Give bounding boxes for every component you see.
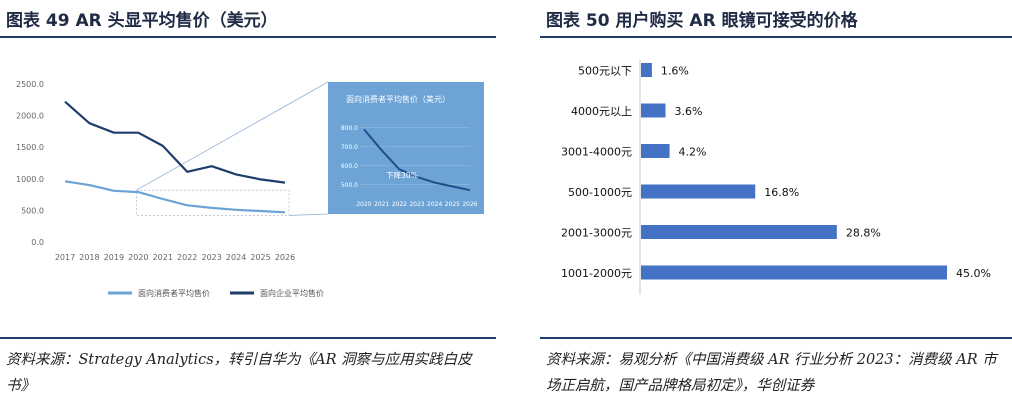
y-tick-label: 1500.0 (16, 143, 44, 152)
source-rule (540, 337, 1012, 339)
figure-50-source: 资料来源：易观分析《中国消费级 AR 行业分析 2023：消费级 AR 市场正启… (546, 352, 997, 394)
x-tick-label: 2024 (226, 253, 246, 262)
source-rule (0, 337, 496, 339)
category-label: 500-1000元 (568, 186, 632, 199)
zoom-connector (136, 81, 329, 191)
inset-y-tick: 500.0 (341, 182, 358, 189)
left-figure-panel: 图表 49 AR 头显平均售价（美元） 0.0 500.0 1000.0 1500.0… (0, 0, 496, 415)
series-line-1 (64, 100, 286, 184)
bar (641, 225, 837, 239)
x-tick-label: 2021 (153, 253, 173, 262)
y-tick-label: 2000.0 (16, 112, 44, 121)
title-rule (540, 36, 1012, 38)
inset-title: 面向消费者平均售价（美元） (346, 94, 450, 104)
bar-value-label: 4.2% (679, 146, 707, 159)
inset-x-tick: 2022 (392, 201, 407, 208)
figure-50-title: 图表 50 用户购买 AR 眼镜可接受的价格 (546, 11, 858, 31)
line-chart: 0.0 500.0 1000.0 1500.0 2000.0 2500.0 2017 2018… (16, 80, 484, 298)
bar-value-label: 1.6% (661, 65, 689, 78)
x-tick-label: 2020 (128, 253, 148, 262)
category-label: 500元以下 (578, 65, 632, 78)
category-label: 4000元以上 (571, 105, 632, 118)
inset-x-tick: 2026 (462, 201, 477, 208)
category-label: 2001-3000元 (561, 227, 632, 240)
y-tick-label: 2500.0 (16, 80, 44, 89)
x-tick-label: 2023 (201, 253, 221, 262)
x-tick-label: 2018 (79, 253, 99, 262)
x-tick-label: 2025 (250, 253, 270, 262)
legend-label: 面向企业平均售价 (260, 288, 324, 298)
x-tick-label: 2022 (177, 253, 197, 262)
bar (641, 265, 947, 280)
y-tick-label: 500.0 (21, 206, 44, 215)
x-tick-label: 2026 (275, 253, 295, 262)
inset-annotation: 下降30% (386, 170, 418, 180)
bar-value-label: 45.0% (956, 267, 991, 280)
inset-x-tick: 2025 (445, 201, 460, 208)
x-tick-label: 2017 (55, 253, 75, 262)
y-tick-label: 0.0 (31, 238, 44, 247)
figure-49-source: 资料来源：Strategy Analytics，转引自华为《AR 洞察与应用实践… (6, 352, 472, 394)
bar (641, 63, 652, 77)
figure-49-title: 图表 49 AR 头显平均售价（美元） (6, 11, 278, 31)
inset-x-tick: 2020 (356, 201, 371, 208)
bar-chart: 500元以下 1.6% 4000元以上 3.6% 3001-4000元 4.2% 500-1… (561, 60, 991, 295)
category-label: 3001-4000元 (561, 146, 632, 159)
inset-y-tick: 800.0 (341, 125, 358, 132)
inset-series-line (363, 128, 471, 192)
inset-y-tick: 700.0 (341, 144, 358, 151)
inset-x-tick: 2023 (409, 201, 424, 208)
x-tick-label: 2019 (104, 253, 124, 262)
inset-x-tick: 2024 (427, 201, 442, 208)
zoom-box (136, 189, 290, 216)
legend-label: 面向消费者平均售价 (138, 288, 210, 298)
bar (641, 184, 756, 199)
bar (641, 103, 666, 118)
zoom-connector (288, 213, 329, 216)
right-figure-panel: 图表 50 用户购买 AR 眼镜可接受的价格 500元以下 1.6% 4000元以上… (540, 0, 1012, 415)
inset-y-tick: 600.0 (341, 163, 358, 170)
inset-background (328, 82, 484, 214)
bar (641, 144, 670, 158)
series-line-0 (64, 180, 286, 214)
category-label: 1001-2000元 (561, 267, 632, 280)
title-rule (0, 36, 496, 38)
y-tick-label: 1000.0 (16, 175, 44, 184)
bar-value-label: 28.8% (846, 227, 881, 240)
bar-value-label: 16.8% (764, 186, 799, 199)
bar-value-label: 3.6% (674, 105, 702, 118)
inset-x-tick: 2021 (374, 201, 389, 208)
